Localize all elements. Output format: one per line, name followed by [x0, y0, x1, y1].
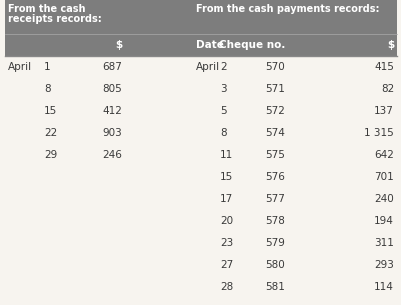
Text: 575: 575 [265, 150, 285, 160]
Text: From the cash: From the cash [8, 4, 85, 14]
Text: 114: 114 [374, 282, 394, 292]
Text: 11: 11 [220, 150, 233, 160]
Text: Cheque no.: Cheque no. [219, 40, 285, 50]
Text: receipts records:: receipts records: [8, 14, 102, 24]
Text: 27: 27 [220, 260, 233, 270]
Text: 580: 580 [265, 260, 285, 270]
Text: 903: 903 [102, 128, 122, 138]
Text: 23: 23 [220, 238, 233, 248]
Text: April: April [196, 62, 220, 72]
Text: 574: 574 [265, 128, 285, 138]
Text: 571: 571 [265, 84, 285, 94]
Text: 22: 22 [44, 128, 57, 138]
Text: 82: 82 [381, 84, 394, 94]
Text: 28: 28 [220, 282, 233, 292]
Text: Date: Date [196, 40, 224, 50]
Text: 687: 687 [102, 62, 122, 72]
Text: 412: 412 [102, 106, 122, 116]
Text: 701: 701 [374, 172, 394, 182]
Text: 293: 293 [374, 260, 394, 270]
Text: 17: 17 [220, 194, 233, 204]
Text: 570: 570 [265, 62, 285, 72]
Text: 246: 246 [102, 150, 122, 160]
Text: 578: 578 [265, 216, 285, 226]
Text: 415: 415 [374, 62, 394, 72]
Text: $: $ [387, 40, 394, 50]
Text: 1: 1 [44, 62, 51, 72]
Text: 642: 642 [374, 150, 394, 160]
Text: April: April [8, 62, 32, 72]
Text: $: $ [115, 40, 122, 50]
Text: 805: 805 [102, 84, 122, 94]
Text: 311: 311 [374, 238, 394, 248]
Text: 572: 572 [265, 106, 285, 116]
Text: From the cash payments records:: From the cash payments records: [196, 4, 379, 14]
Text: 15: 15 [220, 172, 233, 182]
Text: 3: 3 [220, 84, 227, 94]
Text: 29: 29 [44, 150, 57, 160]
Text: 8: 8 [220, 128, 227, 138]
Text: 20: 20 [220, 216, 233, 226]
Text: 2: 2 [220, 62, 227, 72]
Text: 576: 576 [265, 172, 285, 182]
Text: 5: 5 [220, 106, 227, 116]
Text: 194: 194 [374, 216, 394, 226]
Text: 15: 15 [44, 106, 57, 116]
Text: 8: 8 [44, 84, 51, 94]
Bar [5, 0, 397, 56]
Text: 240: 240 [374, 194, 394, 204]
Text: 1 315: 1 315 [364, 128, 394, 138]
Text: 579: 579 [265, 238, 285, 248]
Text: 137: 137 [374, 106, 394, 116]
Text: 581: 581 [265, 282, 285, 292]
Text: 577: 577 [265, 194, 285, 204]
